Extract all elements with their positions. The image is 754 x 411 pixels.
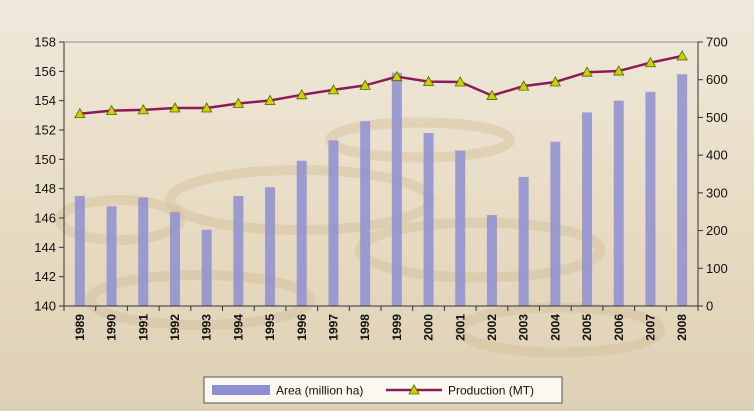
bar-area-1997 xyxy=(328,140,339,306)
x-tick-label-1992: 1992 xyxy=(168,314,182,341)
bar-area-1994 xyxy=(233,196,244,306)
marker-production-1994 xyxy=(232,97,245,108)
background-basket-4 xyxy=(55,195,185,245)
marker-production-2006 xyxy=(613,65,625,76)
x-tick-label-2008: 2008 xyxy=(675,314,689,341)
marker-production-1990 xyxy=(105,104,118,116)
legend-label-area: Area (million ha) xyxy=(276,384,363,398)
marker-production-2002 xyxy=(486,89,498,100)
bar-area-2004 xyxy=(550,141,561,306)
x-tick-label-1997: 1997 xyxy=(326,314,340,341)
x-tick-label-1989: 1989 xyxy=(73,314,87,341)
line-production xyxy=(79,54,683,115)
bar-area-2007 xyxy=(645,91,656,306)
y-tick-label-left: 140 xyxy=(34,299,56,314)
marker-production-1991 xyxy=(137,104,149,115)
y-tick-label-left: 152 xyxy=(34,123,56,138)
y-tick-label-right: 400 xyxy=(706,148,728,163)
x-tick-label-1990: 1990 xyxy=(105,314,119,341)
marker-production-1999 xyxy=(391,70,403,82)
marker-production-2003 xyxy=(517,80,530,91)
x-tick-label-2000: 2000 xyxy=(422,314,436,341)
bar-area-1992 xyxy=(169,212,180,306)
x-tick-label-1998: 1998 xyxy=(358,314,372,341)
bar-area-2003 xyxy=(518,176,529,306)
bar-area-2005 xyxy=(582,112,593,307)
y-tick-label-right: 300 xyxy=(706,185,728,200)
bar-area-1995 xyxy=(265,187,276,306)
bar-area-1999 xyxy=(391,72,402,306)
y-tick-label-right: 500 xyxy=(706,110,728,125)
y-tick-label-left: 144 xyxy=(34,240,56,255)
x-tick-label-2005: 2005 xyxy=(580,314,594,341)
marker-production-1992 xyxy=(169,102,181,113)
bar-area-1990 xyxy=(106,206,117,306)
y-tick-label-left: 146 xyxy=(34,211,56,226)
legend-swatch-area xyxy=(212,385,270,395)
y-tick-label-left: 148 xyxy=(34,181,56,196)
bar-area-1993 xyxy=(201,229,212,306)
background-basket-1 xyxy=(355,217,605,283)
marker-production-1997 xyxy=(327,84,340,95)
y-tick-label-right: 700 xyxy=(706,35,728,50)
background-basket-3 xyxy=(455,302,665,358)
marker-production-2008 xyxy=(676,50,688,61)
marker-production-2000 xyxy=(422,75,435,86)
legend-swatch-production-marker xyxy=(408,384,420,395)
y-tick-label-left: 142 xyxy=(34,269,56,284)
x-tick-label-1994: 1994 xyxy=(231,314,245,341)
background-basket-2 xyxy=(85,270,315,330)
marker-production-2005 xyxy=(581,66,593,77)
y-tick-label-left: 158 xyxy=(34,35,56,50)
x-tick-label-2001: 2001 xyxy=(453,314,467,341)
bar-area-1989 xyxy=(74,196,85,306)
marker-production-2001 xyxy=(454,76,466,87)
x-tick-label-1995: 1995 xyxy=(263,314,277,341)
y-tick-label-right: 200 xyxy=(706,223,728,238)
y-tick-label-left: 154 xyxy=(34,93,56,108)
y-tick-label-left: 156 xyxy=(34,64,56,79)
x-tick-label-2004: 2004 xyxy=(548,314,562,341)
x-tick-label-1996: 1996 xyxy=(295,314,309,341)
x-tick-label-2002: 2002 xyxy=(485,314,499,341)
bar-area-2001 xyxy=(455,150,466,306)
background-basket-5 xyxy=(325,117,515,163)
bar-area-1998 xyxy=(360,121,371,306)
marker-production-1996 xyxy=(296,88,308,100)
marker-production-2007 xyxy=(644,56,657,68)
legend-label-production: Production (MT) xyxy=(448,384,534,398)
marker-production-1993 xyxy=(200,102,213,113)
marker-production-1995 xyxy=(264,94,276,105)
x-tick-label-2007: 2007 xyxy=(643,314,657,341)
marker-production-2004 xyxy=(549,76,562,87)
x-tick-label-2006: 2006 xyxy=(612,314,626,341)
bar-area-2008 xyxy=(677,74,688,307)
marker-production-1989 xyxy=(74,107,86,119)
marker-production-1998 xyxy=(359,79,371,90)
bar-area-1996 xyxy=(296,160,307,306)
x-tick-label-1993: 1993 xyxy=(200,314,214,341)
bar-area-2000 xyxy=(423,132,434,306)
x-tick-label-2003: 2003 xyxy=(517,314,531,341)
y-tick-label-right: 0 xyxy=(706,299,713,314)
bar-area-2002 xyxy=(486,215,497,306)
y-tick-label-left: 150 xyxy=(34,152,56,167)
bar-area-2006 xyxy=(613,100,624,307)
y-tick-label-right: 600 xyxy=(706,72,728,87)
x-tick-label-1991: 1991 xyxy=(136,314,150,341)
bar-area-1991 xyxy=(138,197,149,306)
x-tick-label-1999: 1999 xyxy=(390,314,404,341)
y-tick-label-right: 100 xyxy=(706,261,728,276)
